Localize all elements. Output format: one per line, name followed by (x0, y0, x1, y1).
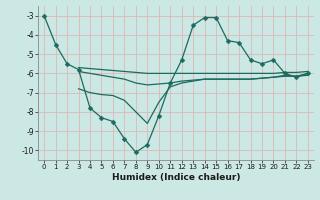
X-axis label: Humidex (Indice chaleur): Humidex (Indice chaleur) (112, 173, 240, 182)
